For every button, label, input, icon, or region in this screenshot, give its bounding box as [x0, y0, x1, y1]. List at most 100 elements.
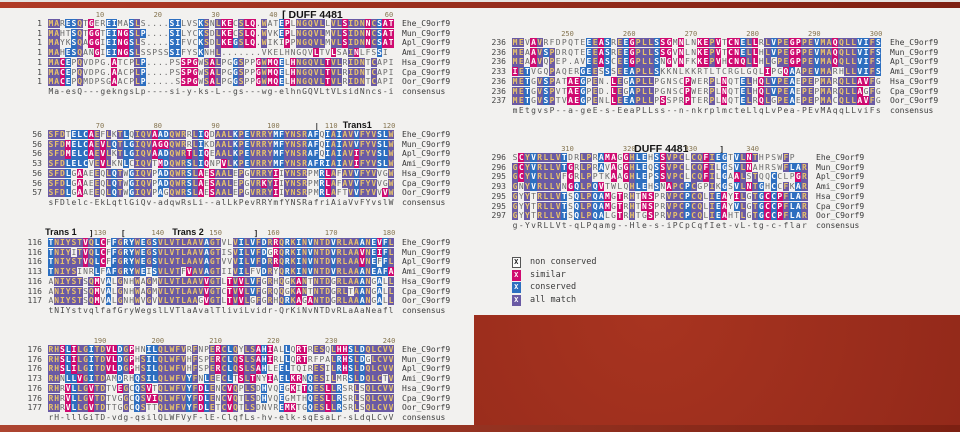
sequence-row: TNIYSTVQLCFFGRYWEGSVLVTLAAVAGTVVVILVFDRR…: [48, 257, 394, 276]
residue-cell: G: [128, 178, 135, 188]
residue-cell: D: [353, 38, 360, 48]
residue-cell: D: [359, 354, 366, 364]
residue-cell: L: [353, 383, 360, 393]
residue-cell: V: [377, 178, 382, 188]
residue-cell: P: [801, 47, 808, 57]
residue-cell: F: [175, 412, 181, 422]
residue-cell: L: [685, 172, 690, 182]
residue-cell: V: [330, 28, 337, 38]
residue-cell: Q: [140, 149, 147, 159]
residue-cell: A: [53, 38, 60, 48]
residue-cell: E: [782, 76, 790, 86]
residue-cell: L: [850, 38, 857, 48]
residue-cell: A: [105, 267, 112, 277]
residue-cell: M: [272, 130, 279, 140]
residue-cell: s: [48, 197, 54, 207]
residue-cell: T: [616, 201, 623, 211]
sequence-row: MEAAVQPEP.AVEEASCEEGPLLSNGVNFKKEPVHCNQLL…: [512, 57, 882, 76]
residue-cell: R: [348, 403, 354, 413]
residue-cell: -: [129, 412, 135, 422]
residue-cell: a: [106, 305, 111, 315]
residue-cell: L: [542, 172, 549, 182]
residue-cell: L: [244, 247, 250, 257]
residue-cell: V: [249, 257, 256, 267]
residue-cell: R: [574, 162, 580, 172]
residue-cell: P: [250, 57, 256, 67]
residue-cell: T: [83, 28, 88, 38]
residue-cell: K: [197, 19, 204, 29]
residue-cell: .: [146, 77, 152, 87]
residue-cell: S: [376, 48, 383, 58]
residue-cell: C: [221, 286, 227, 296]
residue-cell: I: [709, 201, 716, 211]
sequence-row: RHSLILGITDVLDGPHSILQLWFVHFSPERCLQSLSAHLE…: [48, 364, 394, 383]
residue-cell: Q: [273, 286, 279, 296]
residue-cell: I: [111, 48, 118, 58]
residue-cell: A: [105, 276, 112, 286]
residue-cell: C: [518, 153, 525, 163]
residue-cell: L: [284, 354, 291, 364]
residue-cell: N: [53, 276, 60, 286]
residue-cell: C: [377, 412, 382, 422]
residue-cell: N: [733, 47, 740, 57]
residue-cell: Y: [365, 159, 371, 169]
residue-cell: A: [325, 354, 331, 364]
residue-cell: W: [388, 168, 394, 178]
residue-cell: M: [313, 188, 319, 198]
residue-cell: T: [524, 96, 531, 106]
residue-cell: T: [715, 67, 721, 77]
residue-cell: L: [221, 296, 227, 306]
residue-cell: I: [134, 168, 141, 178]
residue-cell: V: [226, 393, 233, 403]
residue-cell: V: [665, 172, 673, 182]
residue-cell: V: [267, 403, 273, 413]
residue-cell: L: [715, 76, 721, 86]
sequence-name: Apl_C9orf9: [890, 57, 939, 67]
residue-cell: L: [226, 149, 233, 159]
residue-cell: S: [48, 139, 54, 149]
residue-cell: I: [59, 247, 66, 257]
residue-cell: C: [727, 57, 734, 67]
residue-cell: T: [324, 67, 331, 77]
residue-cell: P: [586, 86, 592, 96]
residue-cell: L: [783, 172, 789, 182]
residue-cell: M: [272, 139, 279, 149]
residue-cell: Q: [543, 57, 549, 67]
residue-cell: V: [665, 211, 673, 221]
residue-cell: T: [106, 383, 111, 393]
residue-cell: N: [660, 57, 666, 67]
residue-cell: A: [215, 130, 221, 140]
residue-cell: D: [117, 374, 123, 384]
residue-cell: L: [610, 96, 617, 106]
residue-cell: V: [388, 383, 394, 393]
residue-cell: f: [100, 305, 106, 315]
sequence-row: SFDMELCAEVLQTLGIQVAGQQWRRLIKDAALKPEVRRYM…: [48, 139, 394, 159]
residue-cell: K: [267, 48, 273, 58]
residue-cell: L: [752, 57, 759, 67]
residue-cell: V: [197, 247, 204, 257]
residue-cell: C: [82, 159, 89, 169]
residue-cell: R: [100, 19, 106, 28]
residue-cell: N: [365, 38, 371, 48]
residue-cell: L: [76, 403, 83, 413]
residue-cell: V: [856, 67, 863, 77]
residue-cell: S: [238, 57, 245, 67]
residue-cell: F: [181, 267, 186, 277]
residue-cell: L: [342, 305, 348, 315]
residue-cell: A: [209, 67, 216, 77]
sequence-row: RHNLLVGITDAMDRHQSILQLWFVYFNLEECLTSLTNYIA…: [48, 374, 394, 393]
residue-cell: R: [336, 257, 343, 267]
residue-cell: G: [623, 76, 629, 86]
residue-cell: P: [129, 67, 135, 77]
residue-cell: I: [146, 354, 152, 364]
residue-cell: F: [359, 139, 366, 149]
residue-cell: H: [721, 57, 727, 67]
domain-label: [ DUFF 4481: [282, 9, 343, 21]
residue-cell: T: [215, 305, 221, 315]
ruler-tick: 270: [684, 30, 698, 38]
residue-cell: E: [573, 76, 580, 86]
residue-cell: V: [856, 38, 863, 48]
residue-cell: V: [330, 57, 337, 67]
residue-cell: S: [568, 191, 573, 201]
residue-cell: i: [388, 86, 394, 96]
